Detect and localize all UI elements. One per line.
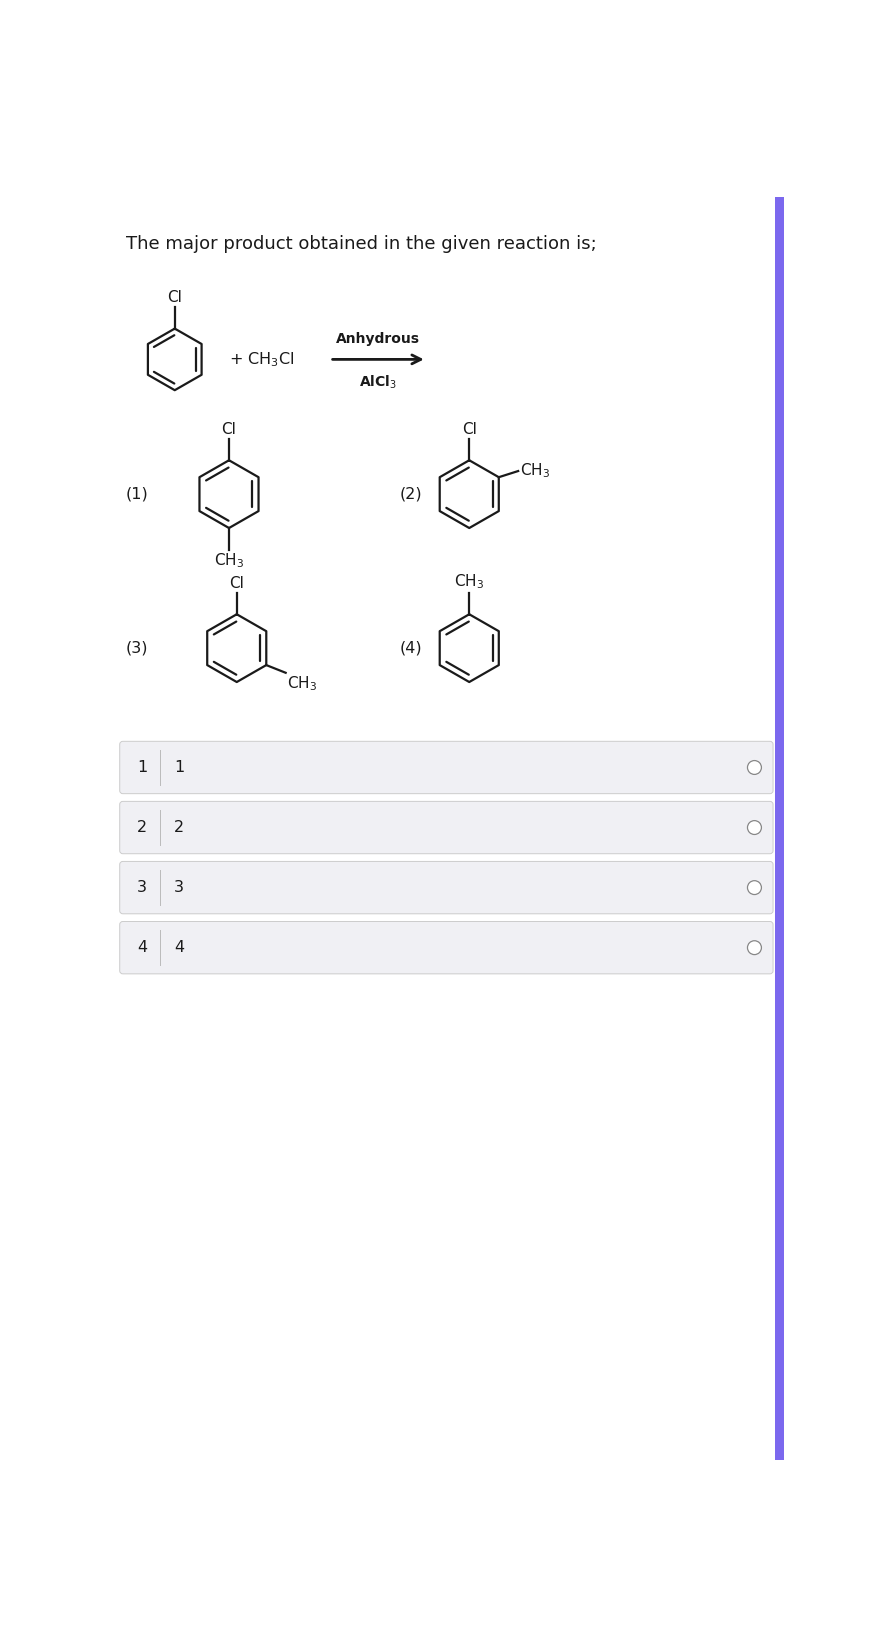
Text: The major product obtained in the given reaction is;: The major product obtained in the given … — [126, 235, 597, 253]
Text: CH$_3$: CH$_3$ — [287, 674, 317, 693]
Text: Cl: Cl — [229, 576, 244, 591]
Circle shape — [747, 940, 761, 955]
Circle shape — [747, 881, 761, 894]
Text: 2: 2 — [137, 820, 147, 835]
Text: 4: 4 — [174, 940, 184, 955]
Text: CH$_3$: CH$_3$ — [214, 551, 244, 569]
Text: 2: 2 — [174, 820, 184, 835]
FancyBboxPatch shape — [119, 801, 773, 853]
Text: Cl: Cl — [221, 422, 236, 437]
Text: CH$_3$: CH$_3$ — [520, 461, 550, 479]
FancyBboxPatch shape — [119, 922, 773, 973]
Text: 1: 1 — [174, 760, 185, 775]
Circle shape — [747, 820, 761, 835]
Text: (4): (4) — [400, 640, 422, 656]
Text: CH$_3$: CH$_3$ — [454, 573, 484, 591]
Text: (1): (1) — [126, 487, 149, 502]
Text: 3: 3 — [137, 880, 147, 894]
Text: 1: 1 — [137, 760, 147, 775]
FancyBboxPatch shape — [775, 197, 784, 1460]
FancyBboxPatch shape — [119, 862, 773, 914]
Text: 3: 3 — [174, 880, 184, 894]
Text: Cl: Cl — [167, 290, 182, 305]
Circle shape — [747, 760, 761, 775]
Text: AlCl$_3$: AlCl$_3$ — [359, 373, 397, 391]
Text: Cl: Cl — [462, 422, 476, 437]
Text: (2): (2) — [400, 487, 422, 502]
Text: + CH$_3$Cl: + CH$_3$Cl — [229, 350, 294, 369]
Text: (3): (3) — [126, 640, 148, 656]
Text: Anhydrous: Anhydrous — [336, 331, 420, 346]
FancyBboxPatch shape — [119, 742, 773, 794]
Text: 4: 4 — [137, 940, 147, 955]
